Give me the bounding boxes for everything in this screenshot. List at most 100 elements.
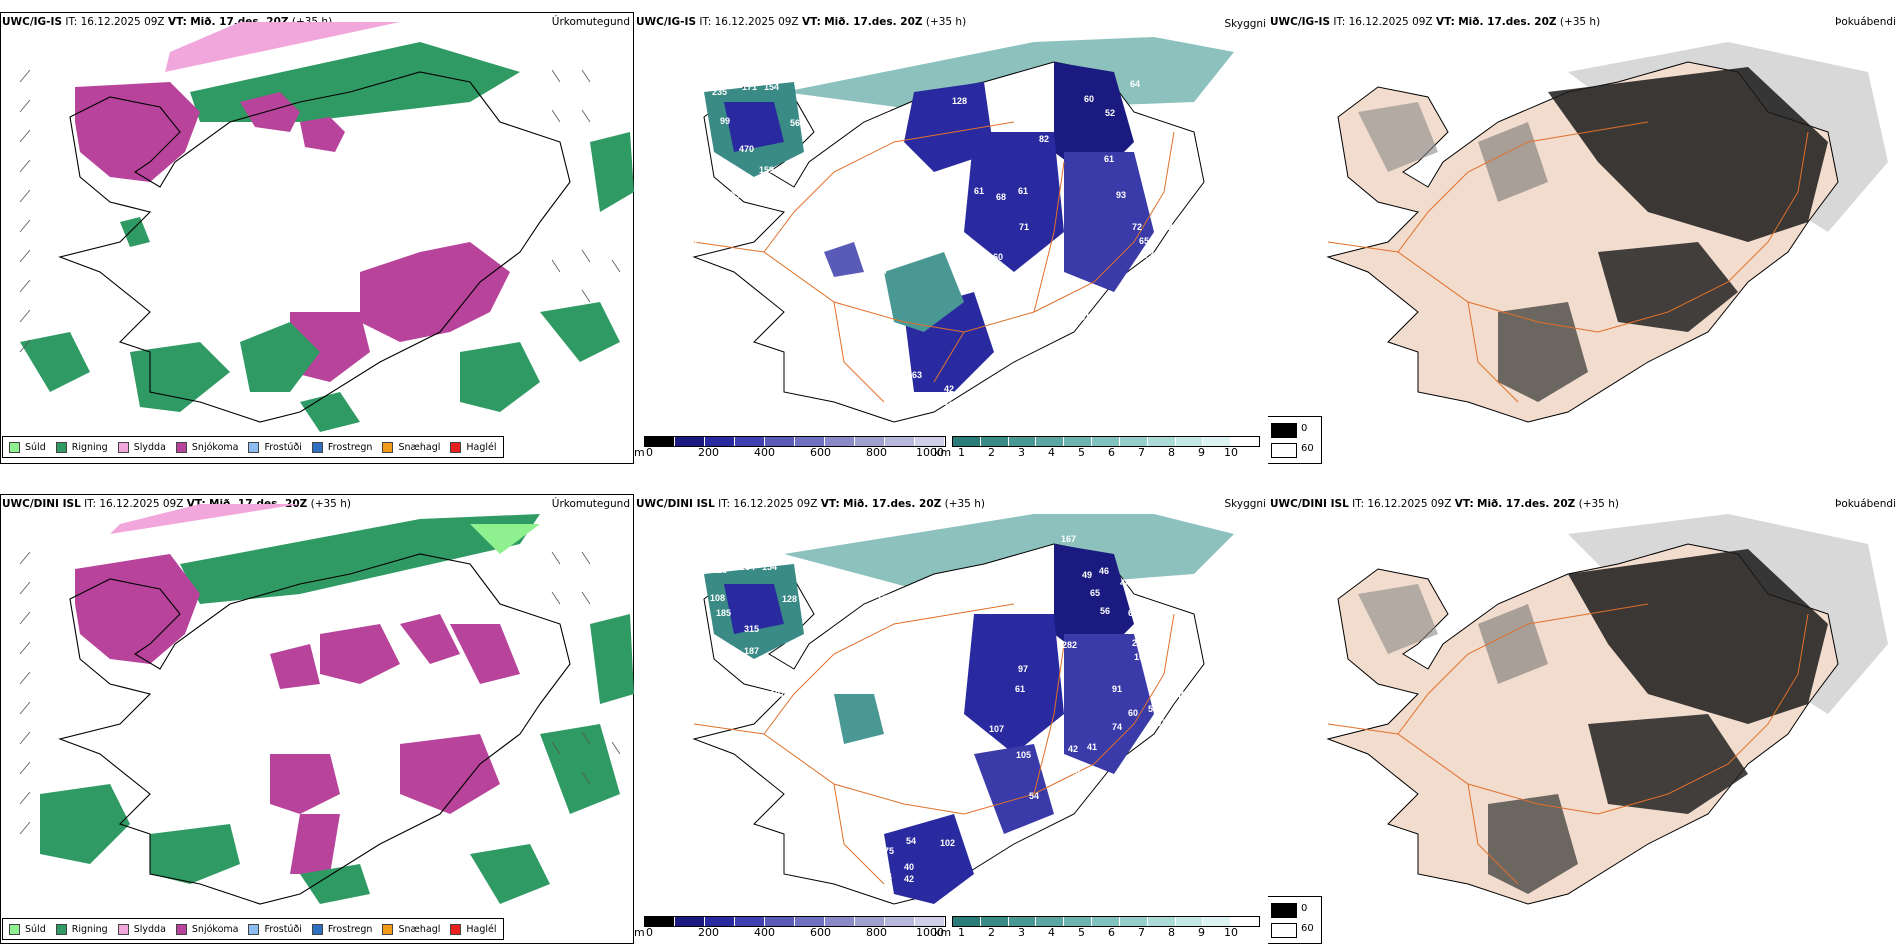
- cloud-panel-row2: UWC/DINI ISL IT: 16.12.2025 09Z VT: Mið.…: [634, 494, 1268, 944]
- ceiling-label: 81: [994, 94, 1004, 104]
- ceiling-label: 593: [930, 784, 945, 794]
- ceiling-label: 71: [1019, 222, 1029, 232]
- ceiling-label: 159: [759, 165, 774, 175]
- legend-swatch: [450, 923, 462, 935]
- precip-frame: [0, 494, 634, 944]
- visibility-tick: 10: [1224, 446, 1238, 459]
- ceiling-label: 68: [1146, 668, 1156, 678]
- visibility-color-step: [1092, 917, 1120, 926]
- ceiling-label: 124: [943, 730, 958, 740]
- legend-item-suld: Súld: [9, 923, 46, 935]
- visibility-color-step: [953, 917, 981, 926]
- fog-legend: 0 60: [1268, 896, 1322, 944]
- panel-type-label: Úrkomutegund: [551, 16, 630, 28]
- panel-type-label: Þokuábendi: [1835, 498, 1896, 510]
- ceiling-label: 165: [1207, 85, 1222, 95]
- panel-type-label: Úrkomutegund: [551, 498, 630, 510]
- ceiling-label: 65: [1139, 236, 1149, 246]
- precip-panel-row1: UWC/IG-IS IT: 16.12.2025 09Z VT: Mið. 17…: [0, 12, 634, 464]
- terrain-tick: 600: [810, 446, 831, 459]
- legend-swatch: [175, 923, 187, 935]
- ceiling-label: 51: [908, 398, 918, 408]
- precip-fields: [20, 22, 634, 432]
- ceiling-label: 119: [1144, 266, 1159, 276]
- ceiling-label: 101: [806, 826, 821, 836]
- ceiling-label: 63: [912, 370, 922, 380]
- visibility-tick: 1: [958, 446, 965, 459]
- terrain-tick: 400: [754, 446, 775, 459]
- ceiling-fields: [704, 544, 1154, 904]
- terrain-colorbar: m 0 200 400 600 800 1000: [634, 436, 946, 464]
- visibility-color-step: [980, 437, 1009, 446]
- visibility-tick: 7: [1138, 446, 1145, 459]
- ceiling-label: 54: [906, 836, 916, 846]
- visibility-tick: 4: [1048, 926, 1055, 939]
- terrain-tick: 1000: [916, 446, 944, 459]
- ceiling-label: 64: [936, 240, 946, 250]
- ceiling-label: 41: [1087, 742, 1097, 752]
- terrain-color-step: [795, 437, 825, 446]
- ceiling-label: 66: [1128, 608, 1138, 618]
- terrain-tick: 0: [646, 446, 653, 459]
- ceiling-label: 40: [904, 862, 914, 872]
- ceiling-label: 44: [1120, 578, 1130, 588]
- ceiling-label: 105: [1016, 750, 1031, 760]
- precip-legend: Súld Rigning Slydda Snjókoma Frostúði Fr…: [2, 436, 504, 458]
- precip-map: [19, 22, 634, 432]
- ceiling-label: 102: [940, 838, 955, 848]
- ceiling-label: 90: [1061, 347, 1071, 357]
- visibility-color-step: [1008, 437, 1037, 446]
- ceiling-label: 61: [974, 186, 984, 196]
- ceiling-label: 235: [712, 87, 727, 97]
- terrain-color-step: [675, 917, 705, 926]
- visibility-tick: 4: [1048, 446, 1055, 459]
- road-network: [693, 121, 1175, 403]
- terrain-color-step: [735, 917, 765, 926]
- panel-title: UWC/DINI ISL IT: 16.12.2025 09Z VT: Mið.…: [2, 498, 351, 510]
- legend-swatch: [55, 441, 67, 453]
- fog-legend-swatch-white: [1271, 923, 1297, 938]
- terrain-color-step: [915, 917, 945, 926]
- visibility-colorbar: km 1 2 3 4 5 6 7 8 9 10: [934, 436, 1260, 464]
- panel-title: UWC/DINI ISL IT: 16.12.2025 09Z VT: Mið.…: [1270, 498, 1619, 510]
- ceiling-label: 97: [1018, 664, 1028, 674]
- ceiling-label: 72: [1163, 222, 1173, 232]
- ceiling-label: 40: [1070, 766, 1080, 776]
- terrain-tick: 200: [698, 446, 719, 459]
- terrain-tick: 200: [698, 926, 719, 939]
- ceiling-label: 15: [1164, 586, 1174, 596]
- visibility-tick: 9: [1198, 446, 1205, 459]
- ceiling-label: 200: [814, 814, 829, 824]
- fog-legend-label: 0: [1301, 423, 1308, 434]
- wind-barbs: [19, 69, 621, 353]
- legend-item-rigning: Rigning: [55, 441, 108, 453]
- visibility-tick: 1: [958, 926, 965, 939]
- ceiling-label: 154: [762, 562, 777, 572]
- visibility-tick: 9: [1198, 926, 1205, 939]
- legend-swatch: [9, 441, 20, 453]
- ceiling-label: 75: [884, 846, 894, 856]
- visibility-tick: 3: [1018, 446, 1025, 459]
- ceiling-label: 36: [1016, 334, 1026, 344]
- visibility-tick: 2: [988, 446, 995, 459]
- ceiling-label: 82: [1039, 134, 1049, 144]
- iceland-coastline: [58, 71, 571, 423]
- ceiling-label: 61: [1018, 186, 1028, 196]
- terrain-tick: 1000: [916, 926, 944, 939]
- panel-title: UWC/DINI ISL IT: 16.12.2025 09Z VT: Mið.…: [636, 498, 985, 510]
- ceiling-label: 110: [888, 122, 903, 132]
- ceiling-label: 61: [1015, 684, 1025, 694]
- visibility-unit: km: [934, 446, 952, 459]
- ceiling-label: 167: [1061, 534, 1076, 544]
- ceiling-label: 185: [716, 608, 731, 618]
- terrain-color-step: [765, 437, 795, 446]
- legend-item-rigning: Rigning: [55, 923, 108, 935]
- visibility-color-step: [1064, 437, 1093, 446]
- ceiling-label: 130: [726, 229, 741, 239]
- visibility-color-step: [1064, 917, 1093, 926]
- legend-item-snaehagl: Snæhagl: [382, 441, 440, 453]
- visibility-tick: 7: [1138, 926, 1145, 939]
- ceiling-label: 128: [782, 594, 797, 604]
- ceiling-label: 60: [1004, 272, 1014, 282]
- cloud-map: 228 184 154 108 185 128 315 245 187 101 …: [692, 514, 1234, 905]
